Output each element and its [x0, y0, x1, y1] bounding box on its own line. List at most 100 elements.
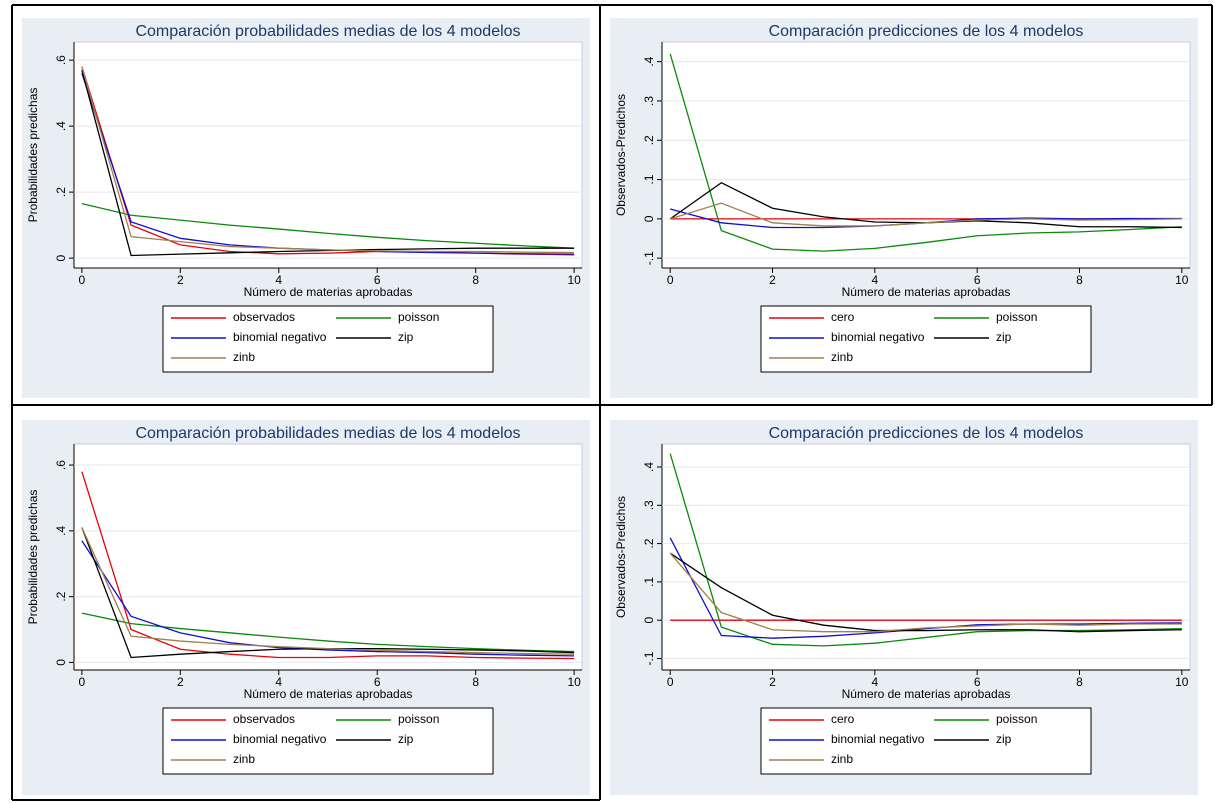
plot-area [661, 41, 1191, 269]
series-line [669, 453, 1182, 647]
chart-panel: Comparación probabilidades medias de los… [22, 420, 590, 795]
x-axis-title: Número de materias aprobadas [244, 285, 413, 299]
legend [162, 707, 494, 775]
x-tick-label: 8 [472, 273, 479, 287]
legend [760, 305, 1092, 373]
legend-label: zip [398, 732, 414, 746]
legend-label: observados [233, 712, 295, 726]
plot-area [661, 443, 1191, 671]
chart-title: Comparación probabilidades medias de los… [135, 23, 520, 40]
legend-label: binomial negativo [233, 732, 327, 746]
y-tick-label: .2 [54, 187, 68, 197]
x-tick-label: 10 [567, 273, 581, 287]
y-tick-label: .2 [642, 538, 656, 548]
series-line [81, 66, 575, 254]
x-tick-label: 2 [769, 675, 776, 689]
x-tick-label: 8 [1076, 675, 1083, 689]
x-tick-label: 6 [974, 273, 981, 287]
legend-label: binomial negativo [831, 330, 925, 344]
legend-label: binomial negativo [831, 732, 925, 746]
legend-label: cero [831, 310, 855, 324]
y-tick-label: .6 [54, 460, 68, 470]
legend-label: poisson [996, 310, 1037, 324]
plot-area [73, 443, 583, 671]
x-tick-label: 2 [177, 273, 184, 287]
y-tick-label: .3 [642, 500, 656, 510]
y-tick-label: 0 [642, 215, 656, 222]
legend-label: cero [831, 712, 855, 726]
y-tick-label: .4 [54, 526, 68, 536]
x-axis-title: Número de materias aprobadas [842, 285, 1011, 299]
y-tick-label: .6 [54, 55, 68, 65]
series-line [669, 202, 1182, 227]
y-tick-label: .4 [642, 462, 656, 472]
y-tick-label: .2 [54, 591, 68, 601]
y-tick-label: .1 [642, 577, 656, 587]
series-line [81, 69, 575, 257]
x-tick-label: 4 [275, 273, 282, 287]
legend-label: zinb [831, 752, 853, 766]
series-line [81, 471, 575, 660]
y-tick-label: .3 [642, 96, 656, 106]
y-tick-label: 0 [54, 659, 68, 666]
y-axis-title: Observados-Predichos [614, 496, 628, 618]
chart-panel: Comparación predicciones de los 4 modelo… [610, 420, 1198, 795]
legend-label: zip [996, 330, 1012, 344]
legend-label: poisson [996, 712, 1037, 726]
legend-label: zinb [233, 752, 255, 766]
legend [760, 707, 1092, 775]
x-tick-label: 0 [79, 675, 86, 689]
x-tick-label: 6 [974, 675, 981, 689]
x-tick-label: 0 [667, 273, 674, 287]
legend-label: zinb [831, 350, 853, 364]
x-axis-title: Número de materias aprobadas [842, 687, 1011, 701]
series-line [81, 540, 575, 657]
x-tick-label: 6 [374, 675, 381, 689]
legend-label: zinb [233, 350, 255, 364]
y-tick-label: .1 [642, 174, 656, 184]
x-tick-label: 8 [1076, 273, 1083, 287]
x-tick-label: 10 [567, 675, 581, 689]
x-tick-label: 0 [79, 273, 86, 287]
chart-title: Comparación predicciones de los 4 modelo… [769, 23, 1084, 40]
chart-title: Comparación predicciones de los 4 modelo… [769, 425, 1084, 442]
legend-label: zip [996, 732, 1012, 746]
x-tick-label: 10 [1175, 675, 1189, 689]
x-tick-label: 6 [374, 273, 381, 287]
y-tick-label: .4 [54, 121, 68, 131]
legend-label: observados [233, 310, 295, 324]
legend [162, 305, 494, 373]
series-line [669, 552, 1182, 633]
legend-label: zip [398, 330, 414, 344]
x-tick-label: 4 [871, 273, 878, 287]
y-axis-title: Probabilidades predichas [26, 88, 40, 223]
x-tick-label: 8 [472, 675, 479, 689]
y-axis-title: Observados-Predichos [614, 94, 628, 216]
x-tick-label: 4 [275, 675, 282, 689]
y-tick-label: .4 [642, 56, 656, 66]
series-line [81, 203, 575, 249]
x-axis-title: Número de materias aprobadas [244, 687, 413, 701]
x-tick-label: 2 [177, 675, 184, 689]
y-tick-label: -.1 [642, 251, 656, 265]
chart-title: Comparación probabilidades medias de los… [135, 425, 520, 442]
legend-label: poisson [398, 310, 439, 324]
series-line [669, 537, 1182, 639]
x-tick-label: 0 [667, 675, 674, 689]
y-axis-title: Probabilidades predichas [26, 490, 40, 625]
legend-label: binomial negativo [233, 330, 327, 344]
y-tick-label: 0 [54, 254, 68, 261]
series-line [669, 552, 1182, 633]
y-tick-label: -.1 [642, 651, 656, 665]
chart-panel: Comparación probabilidades medias de los… [22, 18, 590, 398]
legend-label: poisson [398, 712, 439, 726]
table-borders [11, 4, 1213, 801]
y-tick-label: 0 [642, 617, 656, 624]
y-tick-label: .2 [642, 135, 656, 145]
x-tick-label: 2 [769, 273, 776, 287]
plot-area [73, 41, 583, 269]
chart-panel: Comparación predicciones de los 4 modelo… [610, 18, 1198, 398]
series-line [81, 527, 575, 655]
x-tick-label: 4 [871, 675, 878, 689]
